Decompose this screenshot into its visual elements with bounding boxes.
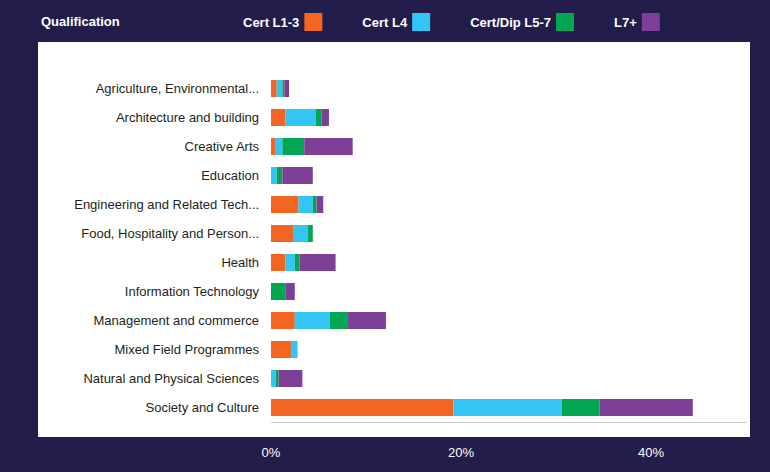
svg-text:L7+: L7+: [614, 15, 637, 30]
svg-text:Engineering and Related Tech..: Engineering and Related Tech...: [74, 197, 259, 212]
svg-text:Health: Health: [221, 255, 259, 270]
svg-text:Cert L4: Cert L4: [362, 15, 408, 30]
svg-text:Natural and Physical Sciences: Natural and Physical Sciences: [83, 371, 259, 386]
svg-text:Architecture and building: Architecture and building: [116, 110, 259, 125]
svg-text:Agriculture, Environmental...: Agriculture, Environmental...: [96, 81, 259, 96]
svg-text:Mixed Field Programmes: Mixed Field Programmes: [115, 342, 260, 357]
svg-text:Society and Culture: Society and Culture: [146, 400, 259, 415]
svg-text:Education: Education: [201, 168, 259, 183]
svg-text:40%: 40%: [638, 445, 664, 460]
svg-text:Creative Arts: Creative Arts: [185, 139, 260, 154]
svg-text:Information Technology: Information Technology: [125, 284, 260, 299]
svg-text:Cert/Dip L5-7: Cert/Dip L5-7: [470, 15, 551, 30]
svg-text:Qualification: Qualification: [41, 14, 120, 29]
svg-text:0%: 0%: [262, 445, 281, 460]
svg-text:20%: 20%: [448, 445, 474, 460]
svg-text:Food, Hospitality and Person..: Food, Hospitality and Person...: [81, 226, 259, 241]
svg-text:Management and commerce: Management and commerce: [94, 313, 259, 328]
svg-text:Cert L1-3: Cert L1-3: [243, 15, 299, 30]
